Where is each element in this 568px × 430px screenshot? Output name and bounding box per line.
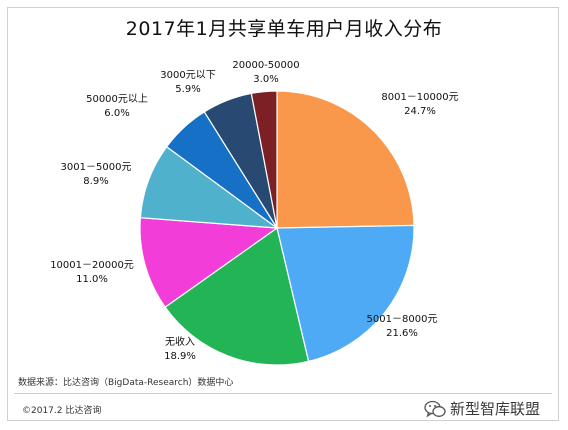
- slice-value-label: 11.0%: [76, 274, 108, 285]
- pie-slice: [250, 90, 278, 229]
- slice-label: 无收入: [165, 335, 195, 348]
- watermark: 新型智库联盟: [424, 398, 540, 419]
- wechat-icon: [424, 400, 446, 418]
- slice-value-label: 3.0%: [253, 74, 278, 85]
- footer-divider: [14, 393, 552, 394]
- copyright-text: ©2017.2 比达咨询: [22, 406, 102, 416]
- slice-label: 8001－10000元: [381, 92, 458, 103]
- slice-value-label: 6.0%: [104, 108, 129, 119]
- slice-value-label: 5.9%: [175, 84, 200, 95]
- pie-slice: [276, 90, 415, 229]
- pie-slice: [139, 217, 279, 308]
- chart-title: 2017年1月共享单车用户月收入分布: [125, 18, 443, 40]
- data-source-note: 数据来源：比达咨询（BigData-Research）数据中心: [18, 378, 234, 388]
- slice-label: 10001－20000元: [50, 260, 134, 271]
- pie-slice: [276, 224, 415, 363]
- slice-value-label: 24.7%: [404, 106, 436, 117]
- slice-label: 20000-50000: [232, 60, 299, 71]
- slice-value-label: 8.9%: [83, 176, 108, 187]
- watermark-text: 新型智库联盟: [449, 400, 540, 418]
- slice-label: 5001－8000元: [367, 314, 438, 325]
- slice-label: 3001－5000元: [61, 162, 132, 173]
- slice-label: 50000元以上: [86, 93, 148, 105]
- pie-slice: [164, 226, 310, 366]
- slice-value-label: 21.6%: [386, 328, 418, 339]
- slice-value-label: 18.9%: [164, 351, 196, 362]
- slice-label: 3000元以下: [160, 70, 215, 81]
